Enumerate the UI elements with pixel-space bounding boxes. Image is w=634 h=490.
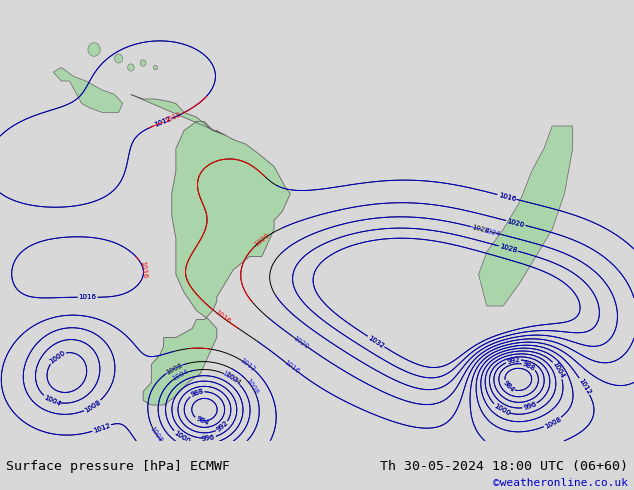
Text: 1032: 1032 — [367, 334, 385, 349]
Text: 1012: 1012 — [578, 377, 592, 395]
Text: 996: 996 — [201, 434, 216, 442]
Text: 996: 996 — [201, 434, 216, 442]
Text: 1008: 1008 — [165, 362, 183, 375]
Text: 1020: 1020 — [507, 218, 525, 228]
Text: 1012: 1012 — [92, 422, 111, 434]
Text: 1016: 1016 — [139, 261, 147, 279]
Text: 992: 992 — [506, 356, 521, 365]
Text: 1000: 1000 — [172, 430, 191, 444]
Polygon shape — [53, 68, 123, 113]
Text: 996: 996 — [522, 401, 537, 411]
Text: 1012: 1012 — [153, 116, 172, 128]
Text: 1012: 1012 — [153, 116, 172, 128]
Text: 1012: 1012 — [578, 377, 592, 395]
Text: 1004: 1004 — [223, 371, 242, 386]
Text: 988: 988 — [522, 360, 536, 371]
Text: 1008: 1008 — [543, 416, 562, 430]
Text: 1016: 1016 — [79, 294, 96, 300]
Text: 984: 984 — [501, 380, 515, 393]
Ellipse shape — [88, 43, 100, 56]
Ellipse shape — [115, 54, 123, 63]
Text: 1016: 1016 — [498, 192, 517, 202]
Text: 1008: 1008 — [84, 399, 102, 414]
Text: 1008: 1008 — [84, 399, 102, 414]
Text: 1008: 1008 — [543, 416, 562, 430]
Polygon shape — [479, 126, 573, 306]
Text: 1000: 1000 — [48, 349, 66, 365]
Text: 1016: 1016 — [498, 192, 517, 202]
Text: 1000: 1000 — [493, 403, 511, 417]
Text: Surface pressure [hPa] ECMWF: Surface pressure [hPa] ECMWF — [6, 460, 230, 473]
Text: 1000: 1000 — [48, 349, 66, 365]
Text: 992: 992 — [216, 420, 230, 433]
Text: 1004: 1004 — [42, 394, 61, 407]
Text: 1012: 1012 — [239, 357, 257, 372]
Polygon shape — [131, 95, 290, 405]
Text: 988: 988 — [190, 388, 204, 398]
Text: 1032: 1032 — [367, 334, 385, 349]
Text: ©weatheronline.co.uk: ©weatheronline.co.uk — [493, 477, 628, 488]
Ellipse shape — [140, 60, 146, 66]
Text: 1028: 1028 — [499, 243, 517, 254]
Text: 1008: 1008 — [149, 425, 164, 443]
Text: 1004: 1004 — [221, 369, 239, 384]
Text: 984: 984 — [501, 380, 515, 393]
Text: 1016: 1016 — [213, 309, 231, 325]
Text: 1020: 1020 — [253, 232, 271, 248]
Text: 1012: 1012 — [92, 422, 111, 434]
Text: 1004: 1004 — [552, 361, 566, 379]
Text: 988: 988 — [190, 388, 204, 398]
Text: 1024: 1024 — [471, 224, 489, 234]
Text: 1016: 1016 — [283, 359, 301, 375]
Text: 992: 992 — [216, 420, 230, 433]
Text: 1020: 1020 — [292, 335, 310, 350]
Text: 1000: 1000 — [172, 430, 191, 444]
Text: 992: 992 — [506, 356, 521, 365]
Text: 988: 988 — [522, 360, 536, 371]
Text: 1008: 1008 — [244, 377, 259, 395]
Text: 1020: 1020 — [507, 218, 525, 228]
Text: 1004: 1004 — [42, 394, 61, 407]
Text: 1016: 1016 — [79, 294, 96, 300]
Text: 1004: 1004 — [171, 368, 190, 382]
Ellipse shape — [153, 65, 157, 70]
Text: Th 30-05-2024 18:00 UTC (06+60): Th 30-05-2024 18:00 UTC (06+60) — [380, 460, 628, 473]
Text: 1024: 1024 — [482, 227, 501, 237]
Text: 1000: 1000 — [493, 403, 511, 417]
Text: 1004: 1004 — [552, 361, 566, 379]
Text: 996: 996 — [522, 401, 537, 411]
Text: 984: 984 — [195, 415, 209, 426]
Text: 1012: 1012 — [164, 112, 182, 124]
Text: 984: 984 — [195, 415, 209, 426]
Ellipse shape — [127, 64, 134, 71]
Text: 1028: 1028 — [499, 243, 517, 254]
